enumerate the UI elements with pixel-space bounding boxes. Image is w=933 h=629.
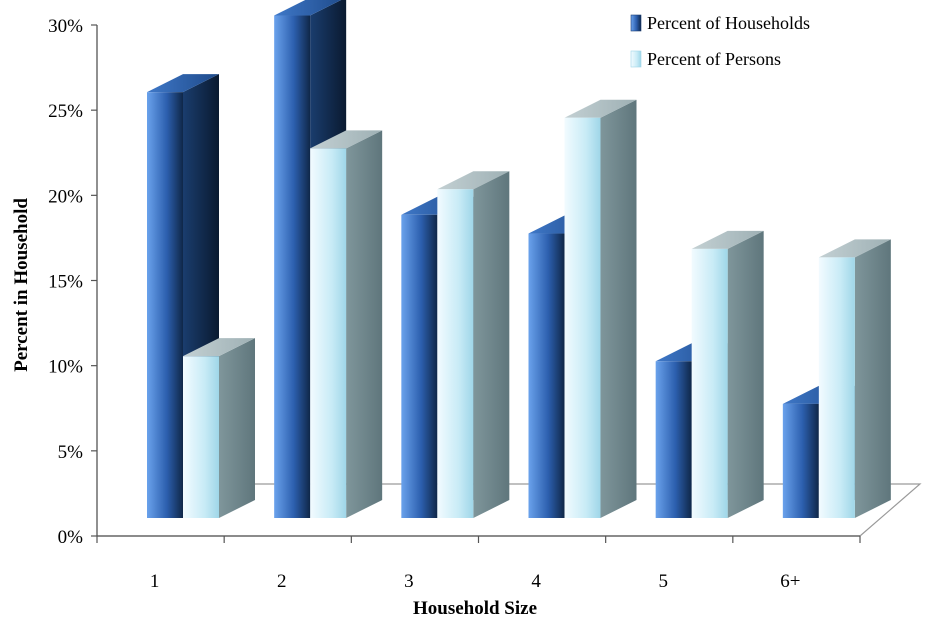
x-tick-label: 4: [531, 571, 541, 592]
bar-front: [310, 148, 346, 518]
bar: [819, 239, 891, 518]
bar-side: [601, 100, 637, 518]
bar-front: [437, 189, 473, 518]
bar-front: [529, 234, 565, 518]
legend: Percent of Households Percent of Persons: [631, 13, 810, 69]
bar-side: [346, 130, 382, 518]
y-tick-label: 0%: [58, 527, 84, 548]
bar-front: [274, 16, 310, 518]
y-tick-label: 15%: [48, 272, 83, 293]
bar-side: [219, 338, 255, 518]
bar-side: [473, 171, 509, 518]
y-tick-label: 25%: [48, 101, 83, 122]
bar-front: [147, 92, 183, 518]
bar: [310, 130, 382, 518]
bar-side: [728, 231, 764, 518]
bars: [147, 0, 891, 518]
bar-front: [783, 404, 819, 518]
bar-front: [819, 257, 855, 518]
x-axis-label: Household Size: [413, 598, 537, 619]
y-tick-label: 30%: [48, 16, 83, 37]
bar-side: [855, 239, 891, 518]
y-axis-label: Percent in Household: [11, 198, 32, 372]
bar-front: [565, 118, 601, 518]
x-tick-label: 5: [659, 571, 669, 592]
bar-front: [183, 356, 219, 518]
y-tick-label: 20%: [48, 186, 83, 207]
bar: [183, 338, 255, 518]
legend-swatch: [631, 15, 641, 31]
x-tick-label: 3: [404, 571, 414, 592]
x-tick-label: 6+: [780, 571, 800, 592]
legend-label: Percent of Households: [647, 13, 810, 33]
bar-front: [692, 249, 728, 518]
y-tick-label: 10%: [48, 357, 83, 378]
x-tick-label: 2: [277, 571, 287, 592]
bar-front: [401, 215, 437, 518]
bar: [692, 231, 764, 518]
bar-front: [656, 361, 692, 518]
x-tick-label: 1: [150, 571, 160, 592]
y-tick-label: 5%: [58, 442, 84, 463]
legend-swatch: [631, 51, 641, 67]
bar: [437, 171, 509, 518]
bar: [565, 100, 637, 518]
legend-label: Percent of Persons: [647, 49, 781, 69]
